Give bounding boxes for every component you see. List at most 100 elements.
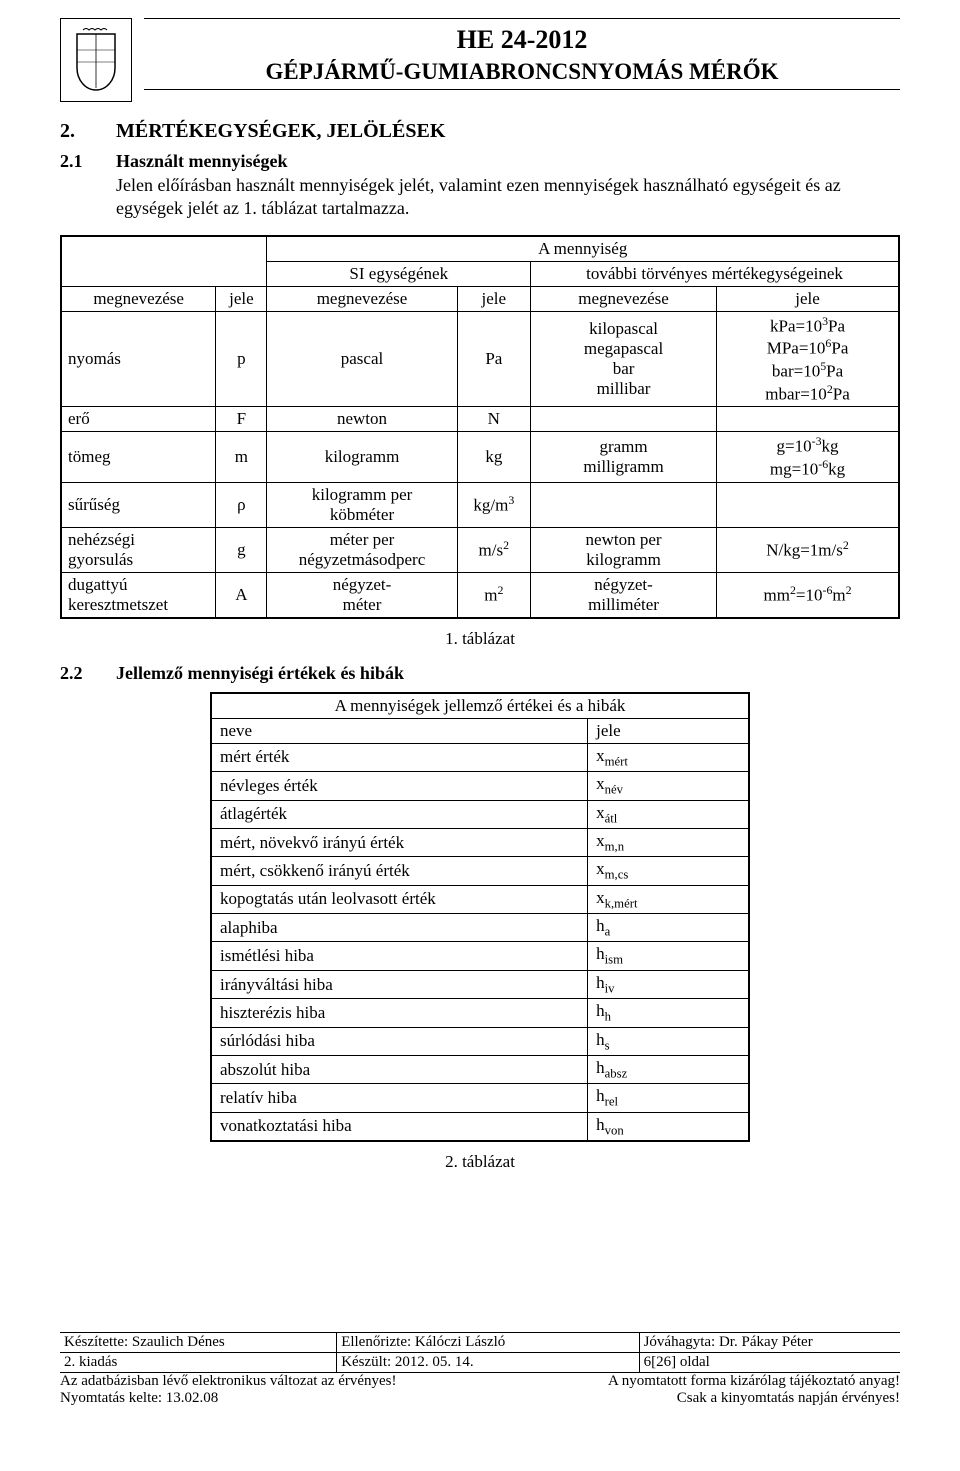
table-row: relatív hibahrel	[211, 1084, 749, 1112]
cell: kilogramm perköbméter	[267, 482, 457, 527]
cell: négyzet-méter	[267, 572, 457, 618]
footer-edition: 2. kiadás	[60, 1353, 337, 1372]
t1-h-name3: megnevezése	[531, 286, 717, 311]
table-row: tömeg m kilogramm kg grammmilligramm g=1…	[61, 432, 899, 482]
t1-h-name2: megnevezése	[267, 286, 457, 311]
footer: Készítette: Szaulich Dénes Ellenőrizte: …	[60, 1332, 900, 1407]
footer-page: 6[26] oldal	[640, 1353, 900, 1372]
cell: xk,mért	[588, 885, 749, 913]
cell: hh	[588, 999, 749, 1027]
cell: relatív hiba	[211, 1084, 588, 1112]
cell: névleges érték	[211, 772, 588, 800]
footer-r2: Csak a kinyomtatás napján érvényes!	[488, 1390, 900, 1407]
cell: négyzet-milliméter	[531, 572, 717, 618]
cell: dugattyúkeresztmetszet	[61, 572, 216, 618]
t1-header-other: további törvényes mértékegységeinek	[531, 261, 899, 286]
cell: p	[216, 311, 267, 407]
cell	[531, 407, 717, 432]
cell: kilopascalmegapascalbarmillibar	[531, 311, 717, 407]
cell: mért érték	[211, 743, 588, 771]
cell: ismétlési hiba	[211, 942, 588, 970]
cell: sűrűség	[61, 482, 216, 527]
cell: vonatkoztatási hiba	[211, 1112, 588, 1141]
footer-row-3: Az adatbázisban lévő elektronikus változ…	[60, 1373, 900, 1407]
cell: m/s2	[457, 527, 530, 572]
subsection-title: Használt mennyiségek	[116, 151, 900, 172]
cell: hrel	[588, 1084, 749, 1112]
section-2: 2. MÉRTÉKEGYSÉGEK, JELÖLÉSEK	[60, 120, 900, 143]
cell: méter pernégyzetmásodperc	[267, 527, 457, 572]
cell	[717, 407, 899, 432]
cell: grammmilligramm	[531, 432, 717, 482]
footer-row-2: 2. kiadás Készült: 2012. 05. 14. 6[26] o…	[60, 1353, 900, 1373]
cell: xmért	[588, 743, 749, 771]
header-title: GÉPJÁRMŰ-GUMIABRONCSNYOMÁS MÉRŐK	[144, 59, 900, 85]
footer-row-1: Készítette: Szaulich Dénes Ellenőrizte: …	[60, 1332, 900, 1353]
subsection-2-2: 2.2 Jellemző mennyiségi értékek és hibák	[60, 663, 900, 684]
subsection-number: 2.2	[60, 663, 116, 684]
page: HE 24-2012 GÉPJÁRMŰ-GUMIABRONCSNYOMÁS MÉ…	[0, 0, 960, 1437]
table-row: erő F newton N	[61, 407, 899, 432]
cell: m	[216, 432, 267, 482]
footer-r1: A nyomtatott forma kizárólag tájékoztató…	[488, 1373, 900, 1390]
cell: alaphiba	[211, 914, 588, 942]
header: HE 24-2012 GÉPJÁRMŰ-GUMIABRONCSNYOMÁS MÉ…	[60, 18, 900, 102]
cell: irányváltási hiba	[211, 970, 588, 998]
table-1-units: A mennyiség SI egységének további törvén…	[60, 235, 900, 619]
footer-l2: Nyomtatás kelte: 13.02.08	[60, 1390, 472, 1407]
header-titles: HE 24-2012 GÉPJÁRMŰ-GUMIABRONCSNYOMÁS MÉ…	[144, 18, 900, 90]
subsection-2-1: 2.1 Használt mennyiségek Jelen előírásba…	[60, 151, 900, 221]
cell: xm,cs	[588, 857, 749, 885]
header-code: HE 24-2012	[144, 25, 900, 55]
cell: A	[216, 572, 267, 618]
footer-left: Az adatbázisban lévő elektronikus változ…	[60, 1373, 472, 1407]
cell: xnév	[588, 772, 749, 800]
cell: N	[457, 407, 530, 432]
cell: nyomás	[61, 311, 216, 407]
cell: kopogtatás után leolvasott érték	[211, 885, 588, 913]
cell: nehézségigyorsulás	[61, 527, 216, 572]
subsection-title: Jellemző mennyiségi értékek és hibák	[116, 663, 404, 684]
table-2-caption: 2. táblázat	[60, 1152, 900, 1172]
table-row: névleges értékxnév	[211, 772, 749, 800]
t2-head: A mennyiségek jellemző értékei és a hibá…	[211, 693, 749, 719]
subsection-paragraph: Jelen előírásban használt mennyiségek je…	[116, 174, 900, 221]
cell: kilogramm	[267, 432, 457, 482]
t1-h-sym: jele	[216, 286, 267, 311]
cell: erő	[61, 407, 216, 432]
cell: newton	[267, 407, 457, 432]
cell: hvon	[588, 1112, 749, 1141]
cell: hiv	[588, 970, 749, 998]
table-2-errors: A mennyiségek jellemző értékei és a hibá…	[210, 692, 750, 1142]
cell: xátl	[588, 800, 749, 828]
t1-header-si: SI egységének	[267, 261, 531, 286]
footer-approved: Jóváhagyta: Dr. Pákay Péter	[640, 1333, 900, 1352]
cell: N/kg=1m/s2	[717, 527, 899, 572]
cell: kg/m3	[457, 482, 530, 527]
table-row: súrlódási hibahs	[211, 1027, 749, 1055]
cell: kPa=103PaMPa=106Pabar=105Pambar=102Pa	[717, 311, 899, 407]
subsection-number: 2.1	[60, 151, 116, 221]
cell: m2	[457, 572, 530, 618]
cell: pascal	[267, 311, 457, 407]
footer-checked: Ellenőrizte: Kálóczi László	[337, 1333, 639, 1352]
cell: F	[216, 407, 267, 432]
cell: tömeg	[61, 432, 216, 482]
table-row: abszolút hibahabsz	[211, 1056, 749, 1084]
table-row: mért, növekvő irányú értékxm,n	[211, 828, 749, 856]
table-row: alaphibaha	[211, 914, 749, 942]
table-1-caption: 1. táblázat	[60, 629, 900, 649]
cell: g	[216, 527, 267, 572]
section-title: MÉRTÉKEGYSÉGEK, JELÖLÉSEK	[116, 120, 445, 143]
footer-right: A nyomtatott forma kizárólag tájékoztató…	[488, 1373, 900, 1407]
table-row: nehézségigyorsulás g méter pernégyzetmás…	[61, 527, 899, 572]
table-row: nyomás p pascal Pa kilopascalmegapascalb…	[61, 311, 899, 407]
footer-made: Készítette: Szaulich Dénes	[60, 1333, 337, 1352]
cell: súrlódási hiba	[211, 1027, 588, 1055]
cell: hiszterézis hiba	[211, 999, 588, 1027]
cell: Pa	[457, 311, 530, 407]
t1-h-sym3: jele	[717, 286, 899, 311]
cell	[717, 482, 899, 527]
subsection-block: Jellemző mennyiségi értékek és hibák	[116, 663, 404, 684]
cell: átlagérték	[211, 800, 588, 828]
